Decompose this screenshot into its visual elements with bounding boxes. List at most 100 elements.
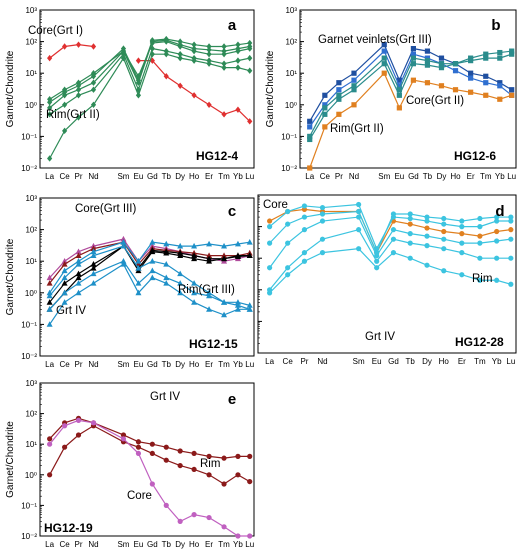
data-point — [206, 289, 213, 296]
x-tick-label: La — [45, 360, 54, 369]
data-point — [206, 472, 212, 478]
data-point — [351, 70, 357, 76]
data-point — [381, 70, 387, 76]
data-point — [497, 55, 503, 61]
data-point — [351, 83, 357, 89]
data-point — [163, 502, 169, 508]
data-point — [135, 92, 142, 99]
data-point — [285, 272, 291, 278]
data-point — [46, 274, 53, 281]
x-tick-label: Eu — [134, 172, 144, 181]
data-point — [319, 236, 326, 242]
data-point — [235, 47, 241, 55]
x-tick-label: Tb — [162, 172, 172, 181]
panel-letter: b — [491, 17, 500, 34]
series-1 — [47, 41, 253, 125]
panel-letter: d — [495, 203, 504, 220]
data-point — [135, 289, 142, 296]
series-5 — [267, 227, 514, 293]
series-7 — [46, 258, 253, 312]
data-point — [285, 240, 291, 246]
data-point — [149, 238, 156, 245]
data-point — [221, 299, 228, 305]
data-point — [247, 67, 253, 74]
series-line — [49, 53, 250, 159]
data-point — [246, 302, 253, 308]
data-point — [149, 274, 156, 281]
x-tick-label: Gd — [147, 172, 158, 181]
data-point — [163, 50, 169, 58]
data-point — [221, 242, 228, 249]
data-point — [90, 245, 97, 252]
x-tick-label: Ho — [189, 540, 200, 549]
annotation: Rim — [200, 458, 220, 470]
plot-frame — [39, 9, 255, 169]
x-tick-label: Ho — [439, 357, 450, 366]
x-tick-label: Gd — [408, 172, 419, 181]
data-point — [235, 41, 241, 48]
data-point — [407, 255, 413, 261]
y-axis-label: Garnet/Chondrite — [5, 238, 16, 315]
data-point — [441, 228, 447, 235]
data-point — [90, 248, 97, 255]
data-point — [509, 51, 515, 57]
x-tick-label: La — [45, 172, 54, 181]
data-point — [75, 274, 82, 281]
data-point — [497, 80, 503, 86]
data-point — [46, 306, 53, 312]
data-point — [356, 208, 362, 215]
annotation: Grt IV — [365, 331, 395, 343]
data-point — [459, 218, 465, 224]
series-3 — [47, 417, 253, 539]
data-point — [247, 118, 253, 125]
data-point — [191, 289, 198, 296]
data-point — [247, 478, 253, 485]
data-point — [396, 92, 402, 98]
x-tick-label: Lu — [245, 540, 254, 549]
data-point — [120, 261, 127, 267]
data-point — [206, 50, 212, 58]
data-point — [307, 136, 313, 143]
data-point — [163, 240, 170, 247]
data-point — [163, 280, 170, 286]
y-tick-label: 10² — [25, 226, 37, 235]
panel-d: La Ce Pr Nd Sm Eu Gd Tb Dy Ho Er Tm Yb Lu Core Rim Grt I… — [257, 194, 517, 366]
series-line — [49, 47, 250, 115]
data-point — [47, 54, 53, 62]
x-tick-label: Er — [458, 357, 466, 366]
data-point — [221, 255, 228, 262]
series-6 — [267, 246, 514, 296]
data-point — [177, 448, 183, 454]
sample-id: HG12-6 — [454, 149, 496, 163]
x-tick-label: Er — [205, 540, 213, 549]
data-point — [47, 436, 53, 442]
data-point — [90, 261, 97, 267]
data-point — [390, 211, 397, 217]
data-point — [477, 277, 483, 283]
data-point — [135, 439, 142, 445]
data-point — [267, 240, 273, 246]
data-point — [177, 54, 183, 62]
data-point — [508, 236, 514, 242]
x-tick-label: Sm — [117, 172, 129, 181]
data-point — [319, 250, 326, 256]
data-point — [177, 270, 184, 277]
series-line — [49, 39, 250, 109]
x-tick-label: Gd — [388, 357, 399, 366]
data-point — [221, 481, 227, 487]
plot-frame — [39, 382, 255, 537]
panel-a: 10⁻² 10⁻¹ 10⁰ 10¹ 10² 10³ Garnet/Chondrite La Ce… — [5, 6, 255, 181]
data-point — [246, 238, 253, 245]
data-point — [374, 253, 380, 259]
data-point — [396, 105, 402, 111]
data-point — [459, 231, 465, 237]
x-tick-label: Lu — [507, 172, 516, 181]
data-point — [307, 165, 313, 171]
data-point — [407, 221, 413, 227]
data-point — [356, 214, 362, 220]
data-point — [351, 102, 357, 108]
x-tick-label: Dy — [437, 172, 447, 181]
data-point — [75, 252, 82, 259]
data-point — [267, 218, 273, 224]
